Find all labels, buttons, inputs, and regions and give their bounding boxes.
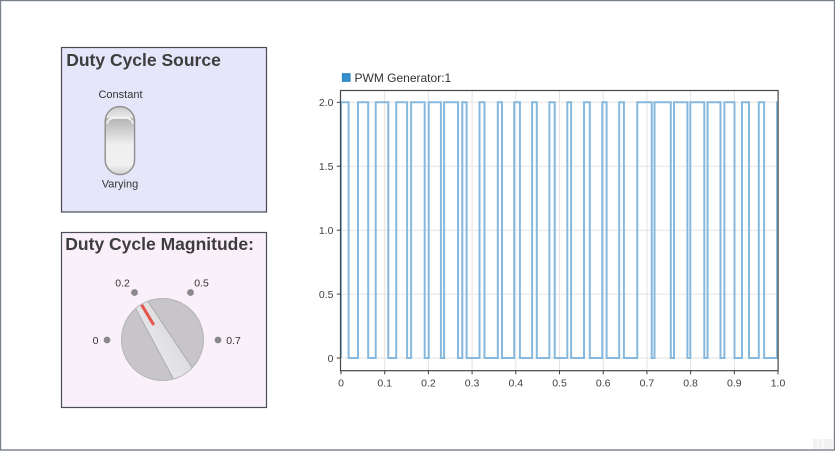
svg-text:0: 0: [328, 353, 334, 365]
svg-text:0.7: 0.7: [226, 335, 241, 347]
svg-text:0: 0: [338, 378, 344, 390]
svg-text:Duty Cycle Source: Duty Cycle Source: [66, 50, 221, 70]
svg-text:0.2: 0.2: [421, 378, 436, 390]
svg-text:0.4: 0.4: [508, 378, 523, 390]
svg-text:0.7: 0.7: [640, 378, 655, 390]
svg-text:0.6: 0.6: [596, 378, 611, 390]
svg-text:0.2: 0.2: [115, 278, 130, 290]
svg-text:Constant: Constant: [98, 89, 142, 101]
svg-text:0.5: 0.5: [319, 289, 334, 301]
svg-text:0.9: 0.9: [727, 378, 742, 390]
svg-text:Varying: Varying: [102, 179, 138, 191]
svg-text:0.3: 0.3: [465, 378, 480, 390]
svg-text:Duty Cycle Magnitude:: Duty Cycle Magnitude:: [65, 234, 254, 254]
svg-text:1.0: 1.0: [319, 225, 334, 237]
svg-text:1.5: 1.5: [319, 161, 334, 173]
svg-text:0: 0: [93, 335, 99, 347]
svg-text:2.0: 2.0: [319, 97, 334, 109]
svg-text:0.1: 0.1: [377, 378, 392, 390]
svg-text:0.8: 0.8: [683, 378, 698, 390]
svg-text:1.0: 1.0: [771, 378, 786, 390]
svg-text:PWM Generator:1: PWM Generator:1: [355, 71, 452, 85]
svg-text:0.5: 0.5: [552, 378, 567, 390]
svg-text:0.5: 0.5: [194, 278, 209, 290]
